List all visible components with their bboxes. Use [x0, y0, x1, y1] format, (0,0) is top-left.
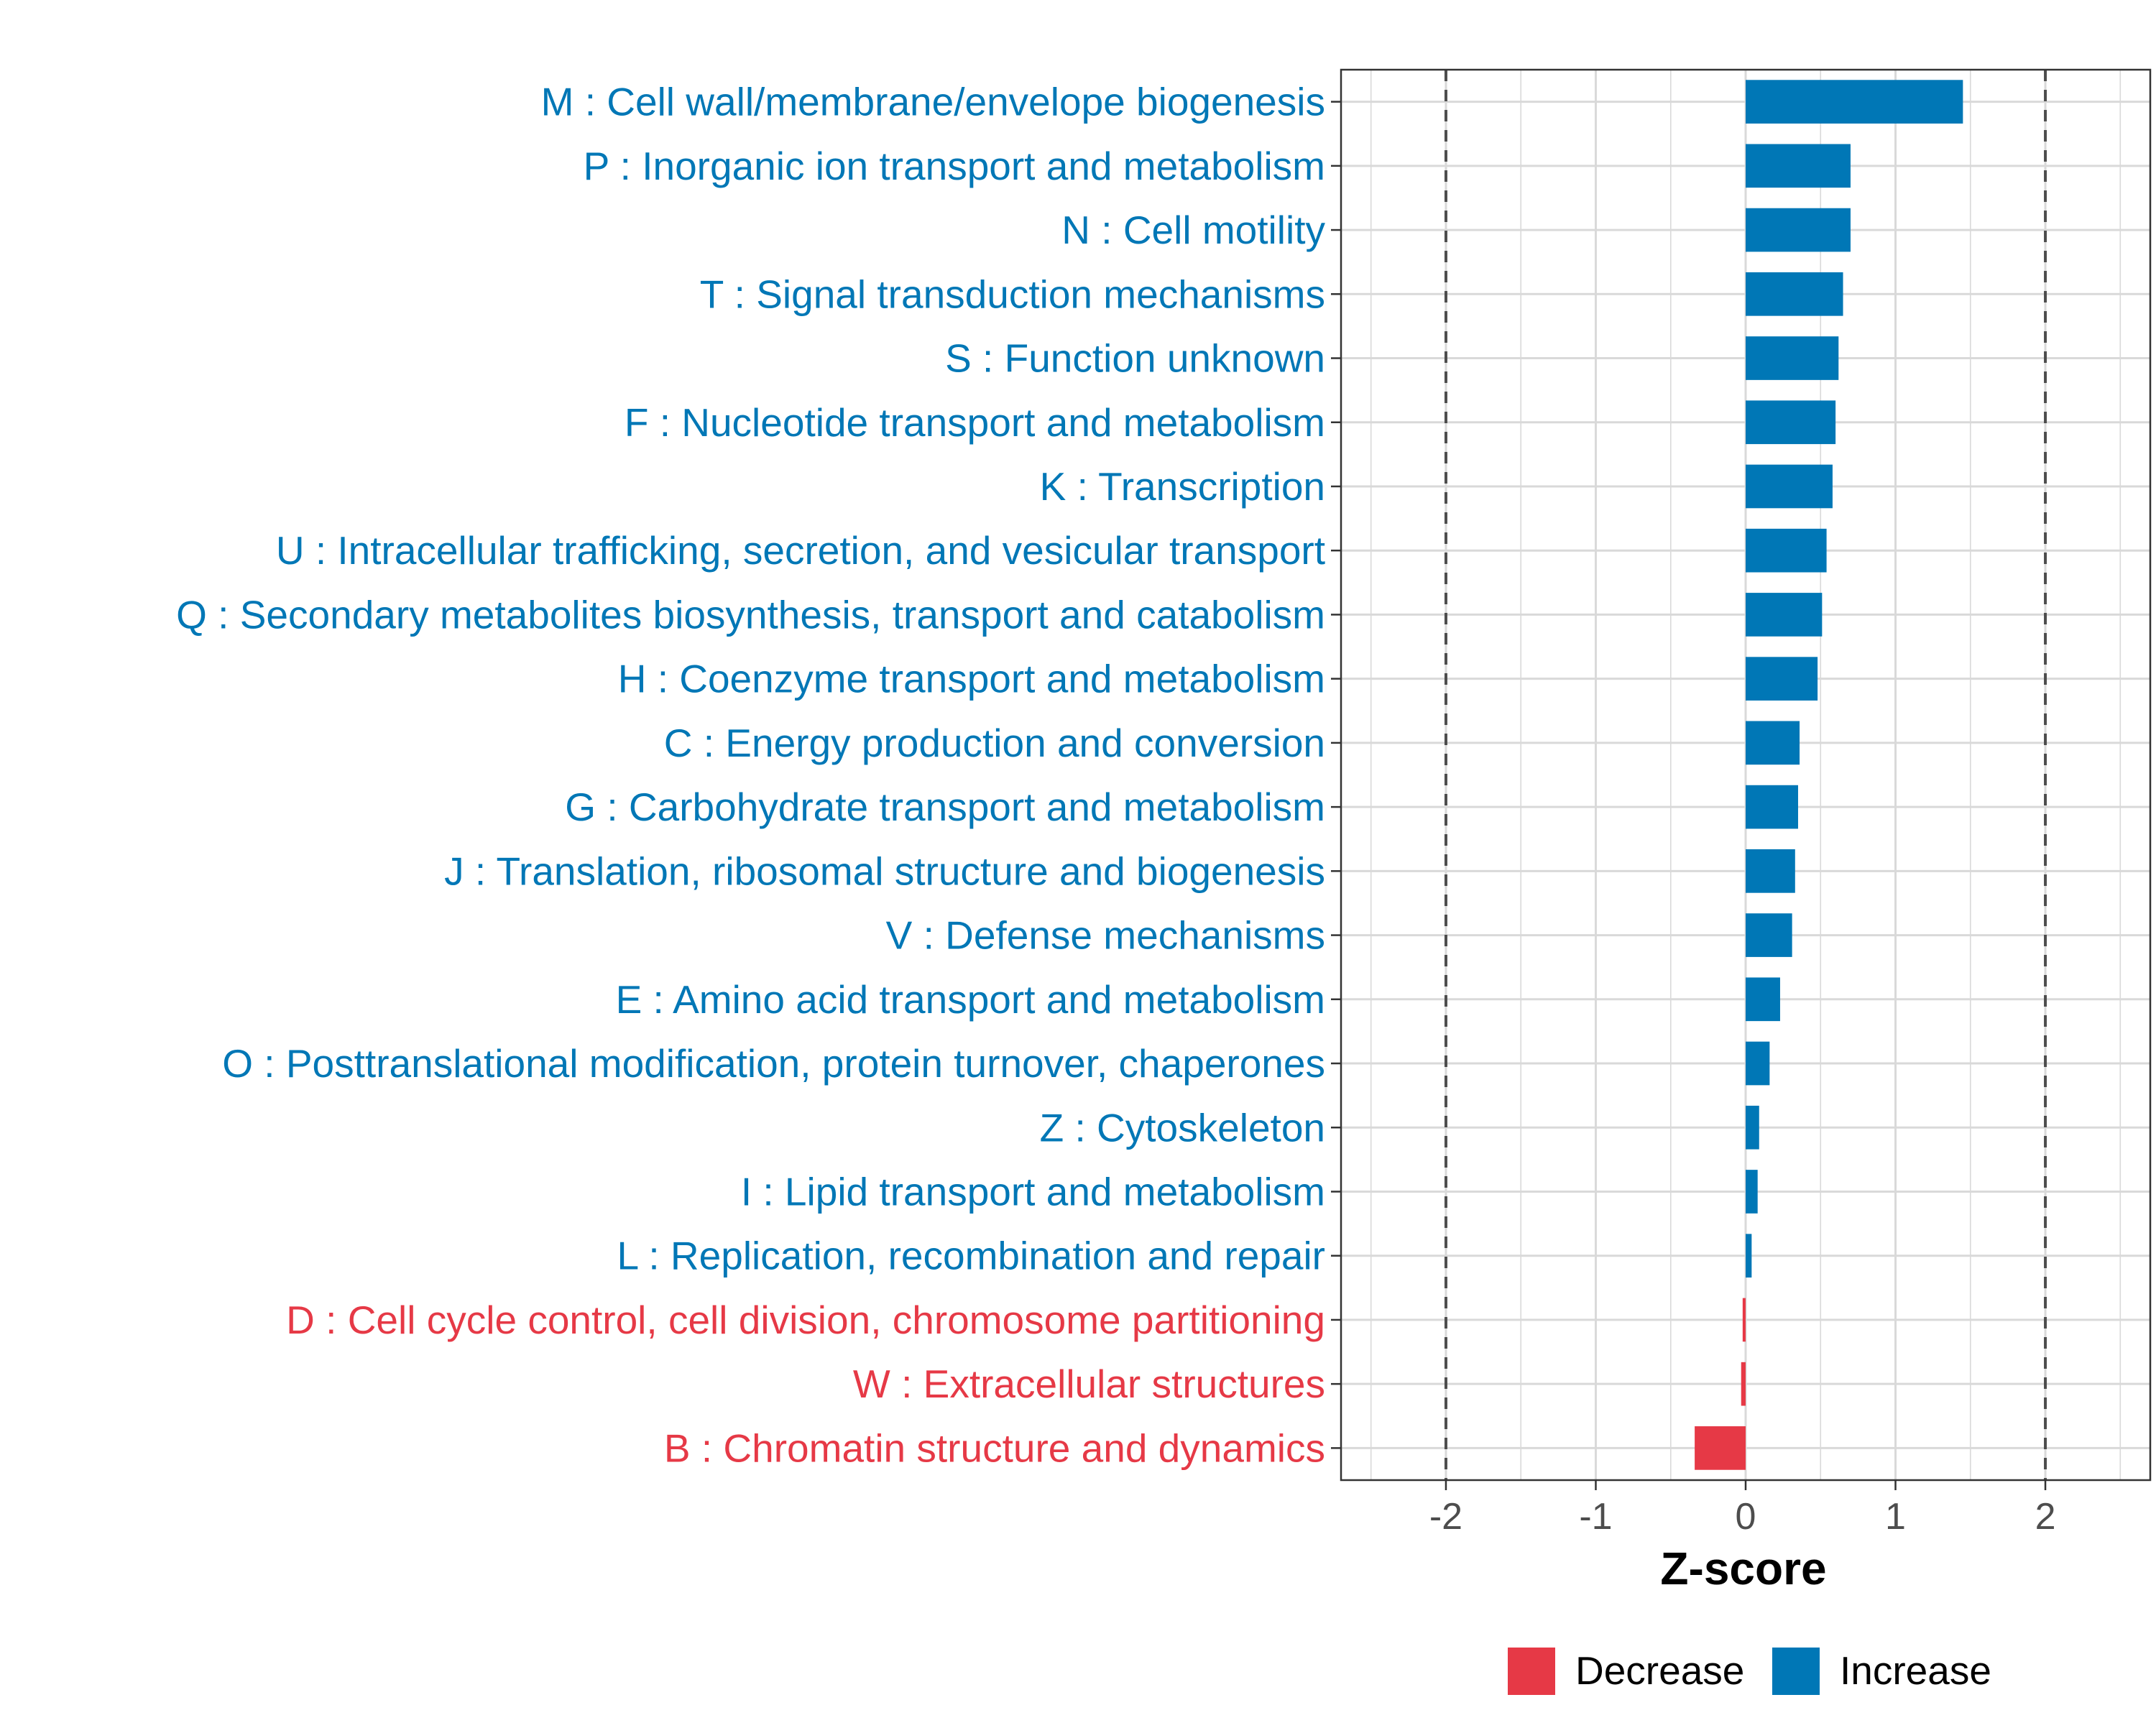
y-tick-label: Z : Cytoskeleton — [1040, 1105, 1325, 1150]
bar — [1746, 1041, 1770, 1086]
bar — [1746, 208, 1851, 252]
y-tick-label: P : Inorganic ion transport and metaboli… — [584, 144, 1325, 188]
y-tick-label: W : Extracellular structures — [853, 1362, 1325, 1406]
bar — [1695, 1426, 1746, 1470]
y-axis: M : Cell wall/membrane/envelope biogenes… — [176, 80, 1341, 1470]
y-tick-label: H : Coenzyme transport and metabolism — [618, 657, 1325, 701]
bar — [1746, 272, 1843, 316]
bar — [1746, 528, 1827, 573]
y-tick-label: T : Signal transduction mechanisms — [700, 272, 1325, 316]
bar — [1746, 1105, 1759, 1150]
y-tick-label: U : Intracellular trafficking, secretion… — [276, 528, 1325, 573]
y-tick-label: C : Energy production and conversion — [664, 721, 1325, 765]
y-tick-label: J : Translation, ribosomal structure and… — [444, 849, 1325, 893]
bar — [1746, 593, 1823, 637]
y-tick-label: S : Function unknown — [945, 336, 1325, 381]
x-tick-label: -2 — [1429, 1496, 1462, 1538]
bar — [1741, 1362, 1746, 1406]
y-tick-label: D : Cell cycle control, cell division, c… — [286, 1298, 1325, 1342]
x-tick-label: -1 — [1579, 1496, 1612, 1538]
y-tick-label: I : Lipid transport and metabolism — [741, 1169, 1325, 1214]
bar — [1746, 849, 1795, 893]
x-tick-label: 2 — [2035, 1496, 2056, 1538]
reference-line-layer — [1444, 70, 2047, 1480]
legend-swatch-decrease — [1508, 1648, 1555, 1695]
y-tick-label: V : Defense mechanisms — [886, 913, 1325, 958]
y-tick-label: O : Posttranslational modification, prot… — [222, 1041, 1325, 1086]
y-tick-label: N : Cell motility — [1061, 208, 1325, 252]
y-tick-label: M : Cell wall/membrane/envelope biogenes… — [541, 80, 1325, 124]
y-tick-label: F : Nucleotide transport and metabolism — [625, 400, 1325, 445]
y-tick-label: K : Transcription — [1040, 464, 1325, 509]
bar — [1746, 144, 1851, 188]
bar — [1746, 400, 1836, 445]
legend-label-decrease: Decrease — [1575, 1648, 1744, 1693]
x-tick-label: 0 — [1736, 1496, 1756, 1538]
bar — [1746, 464, 1833, 509]
bar — [1746, 657, 1818, 701]
y-tick-label: G : Carbohydrate transport and metabolis… — [565, 785, 1325, 829]
legend-swatch-increase — [1772, 1648, 1820, 1695]
bar — [1746, 336, 1839, 380]
y-tick-label: B : Chromatin structure and dynamics — [664, 1426, 1325, 1470]
bar-layer — [1695, 80, 1963, 1470]
bar — [1746, 721, 1800, 765]
bar — [1742, 1298, 1746, 1342]
bar — [1746, 1170, 1758, 1214]
legend: Decrease Increase — [1508, 1648, 1991, 1695]
x-axis: -2 -1 0 1 2 — [1429, 1480, 2056, 1538]
x-tick-label: 1 — [1885, 1496, 1906, 1538]
x-axis-title: Z-score — [1660, 1543, 1826, 1594]
y-tick-label: Q : Secondary metabolites biosynthesis, … — [176, 592, 1325, 637]
bar — [1746, 1234, 1752, 1278]
bar — [1746, 977, 1780, 1022]
y-tick-label: E : Amino acid transport and metabolism — [616, 977, 1325, 1022]
y-tick-label: L : Replication, recombination and repai… — [617, 1234, 1325, 1278]
bar — [1746, 913, 1792, 957]
bar — [1746, 785, 1798, 829]
bar — [1746, 80, 1963, 124]
legend-label-increase: Increase — [1840, 1648, 1991, 1693]
